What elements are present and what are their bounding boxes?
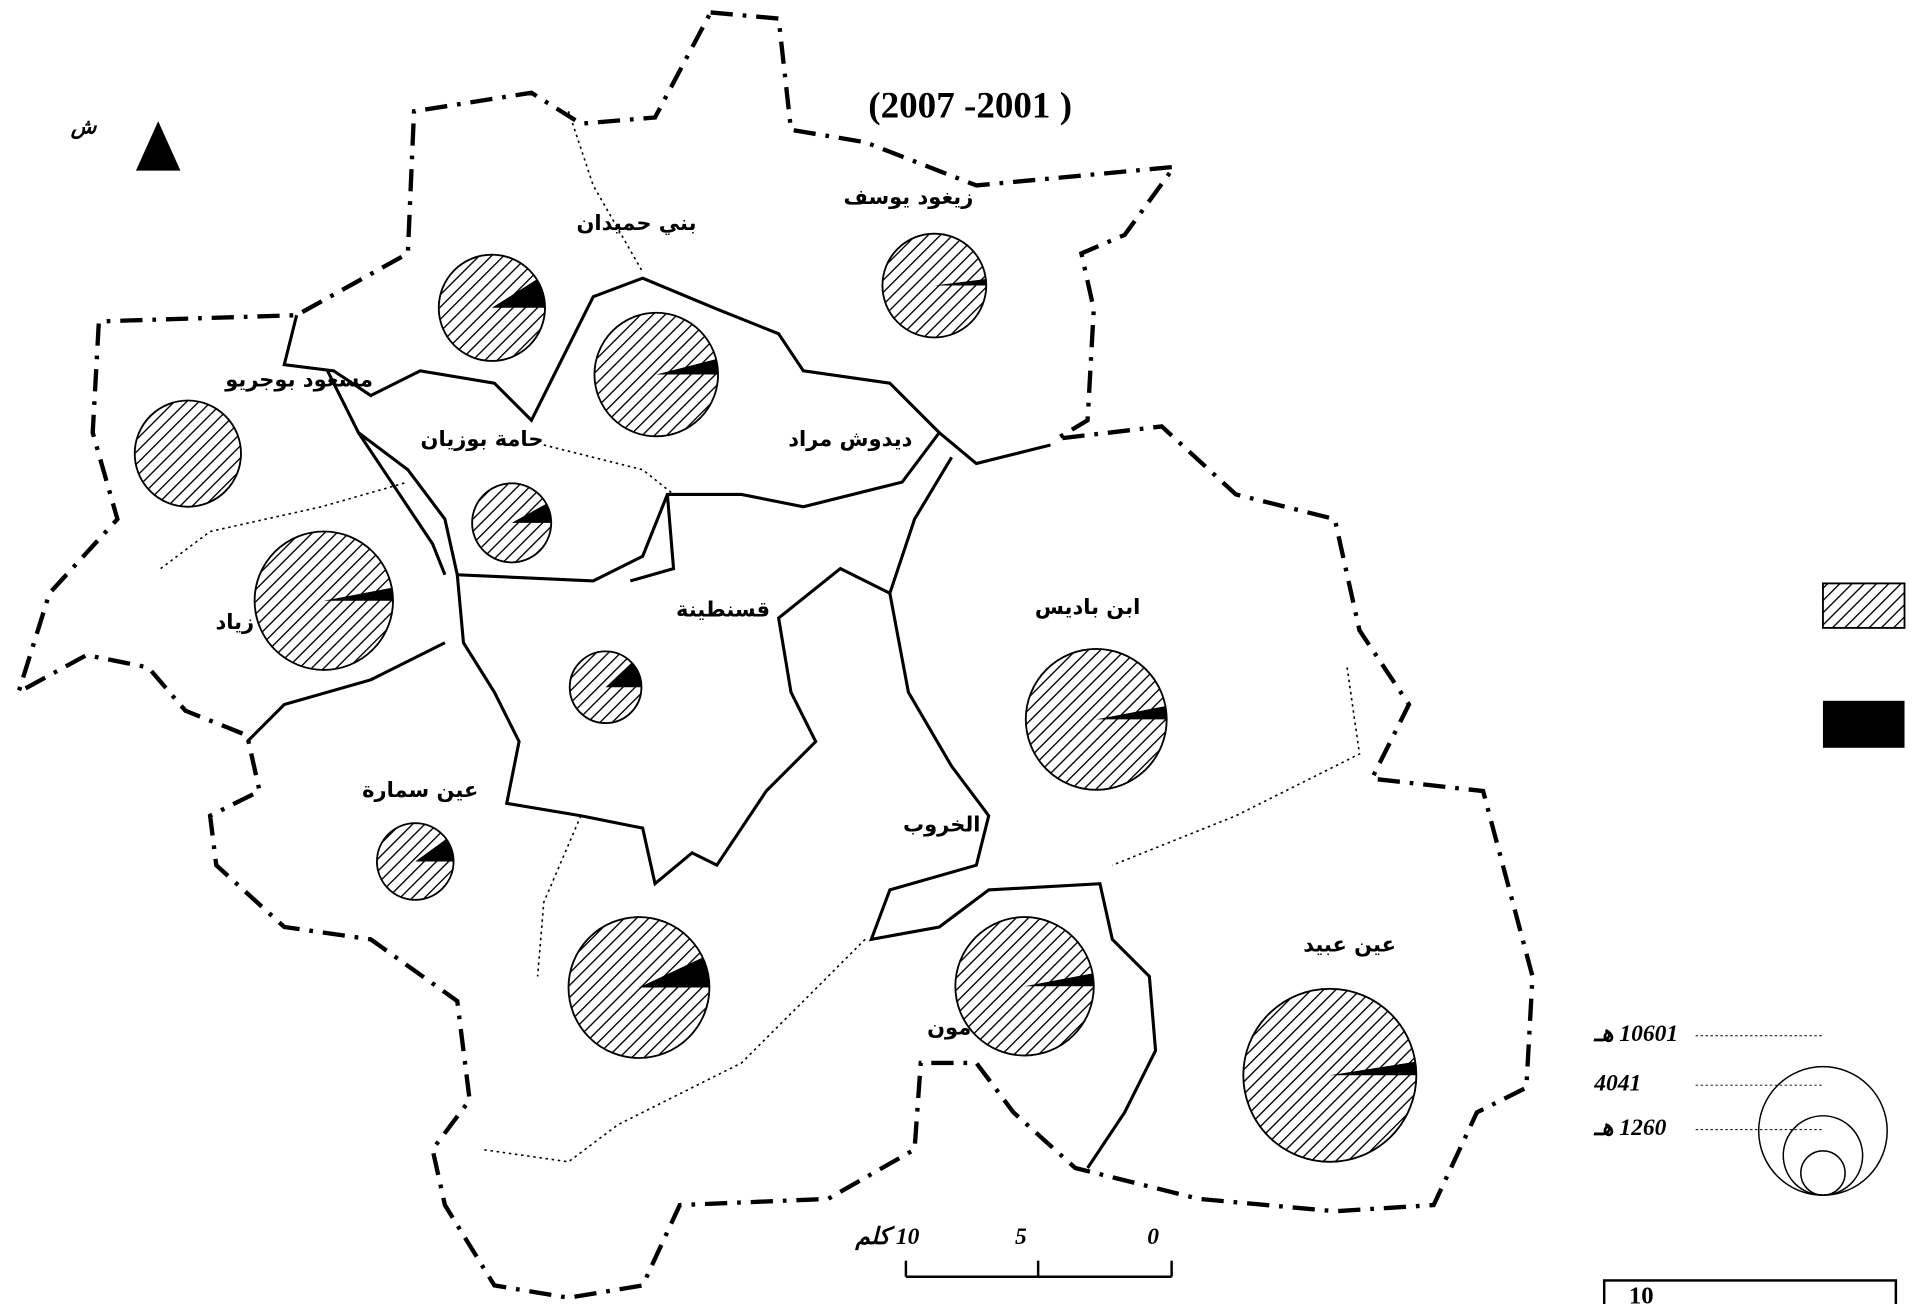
place-label: عين عبيد	[1303, 932, 1396, 957]
commune-boundary	[282, 276, 942, 583]
map-number: 10	[1629, 1282, 1654, 1304]
pie-total	[1242, 987, 1418, 1163]
map-number-box	[1602, 1279, 1898, 1304]
boundaries	[14, 10, 1535, 1300]
north-arrow	[135, 121, 181, 171]
place-label: قسنطينة	[676, 597, 770, 622]
legend-hatch	[1822, 582, 1906, 629]
pie-wedge	[1024, 973, 1094, 987]
size-legend-label: 10601 هـ	[1593, 1021, 1678, 1047]
pie-total	[954, 916, 1095, 1057]
size-legend-circle	[1757, 1065, 1888, 1196]
pie-wedge	[511, 503, 552, 523]
pie-wedge	[491, 279, 546, 308]
pie-wedge	[415, 838, 454, 862]
place-label: ابن باديس	[1035, 594, 1140, 619]
dotted-boundary	[160, 111, 1361, 1163]
pie-total	[881, 232, 988, 339]
pie-wedge	[1096, 706, 1167, 720]
size-legend-circle	[1800, 1150, 1846, 1196]
place-label: زيغود يوسف	[843, 184, 973, 209]
place-label: زياد	[216, 609, 255, 634]
scale-label: 10 كلم	[854, 1224, 919, 1251]
map-title: (2007 -2001 )	[868, 85, 1072, 126]
pie-total	[437, 253, 546, 362]
place-label: عين سمارة	[362, 777, 478, 802]
place-label: بني حميدان	[576, 210, 696, 235]
size-legend-circle	[1782, 1115, 1864, 1196]
size-legend-label: 4041	[1593, 1071, 1641, 1097]
commune-boundary	[246, 431, 891, 887]
commune-boundary	[868, 431, 1158, 1169]
north-label: ش	[70, 113, 98, 139]
pie-total	[133, 399, 242, 508]
pie-wedge	[323, 587, 394, 601]
pie-wedge	[656, 359, 719, 375]
scale-bar-line	[904, 1260, 1173, 1278]
pie-wedge	[934, 279, 987, 286]
place-label: ديدوش مراد	[788, 426, 912, 451]
pie-total	[376, 822, 455, 901]
scale-label: 0	[1147, 1224, 1159, 1250]
legend-black	[1822, 700, 1905, 748]
place-label: حامة بوزيان	[421, 426, 544, 451]
pie-wedge	[638, 957, 710, 988]
size-legend-label: 1260 هـ	[1593, 1115, 1666, 1141]
place-label: مسعود بوجريو	[224, 367, 373, 392]
place-label: الخروب	[903, 812, 980, 837]
pie-wedge	[1329, 1061, 1417, 1076]
pie-wedge	[605, 662, 642, 688]
scale-label: 5	[1015, 1224, 1027, 1250]
